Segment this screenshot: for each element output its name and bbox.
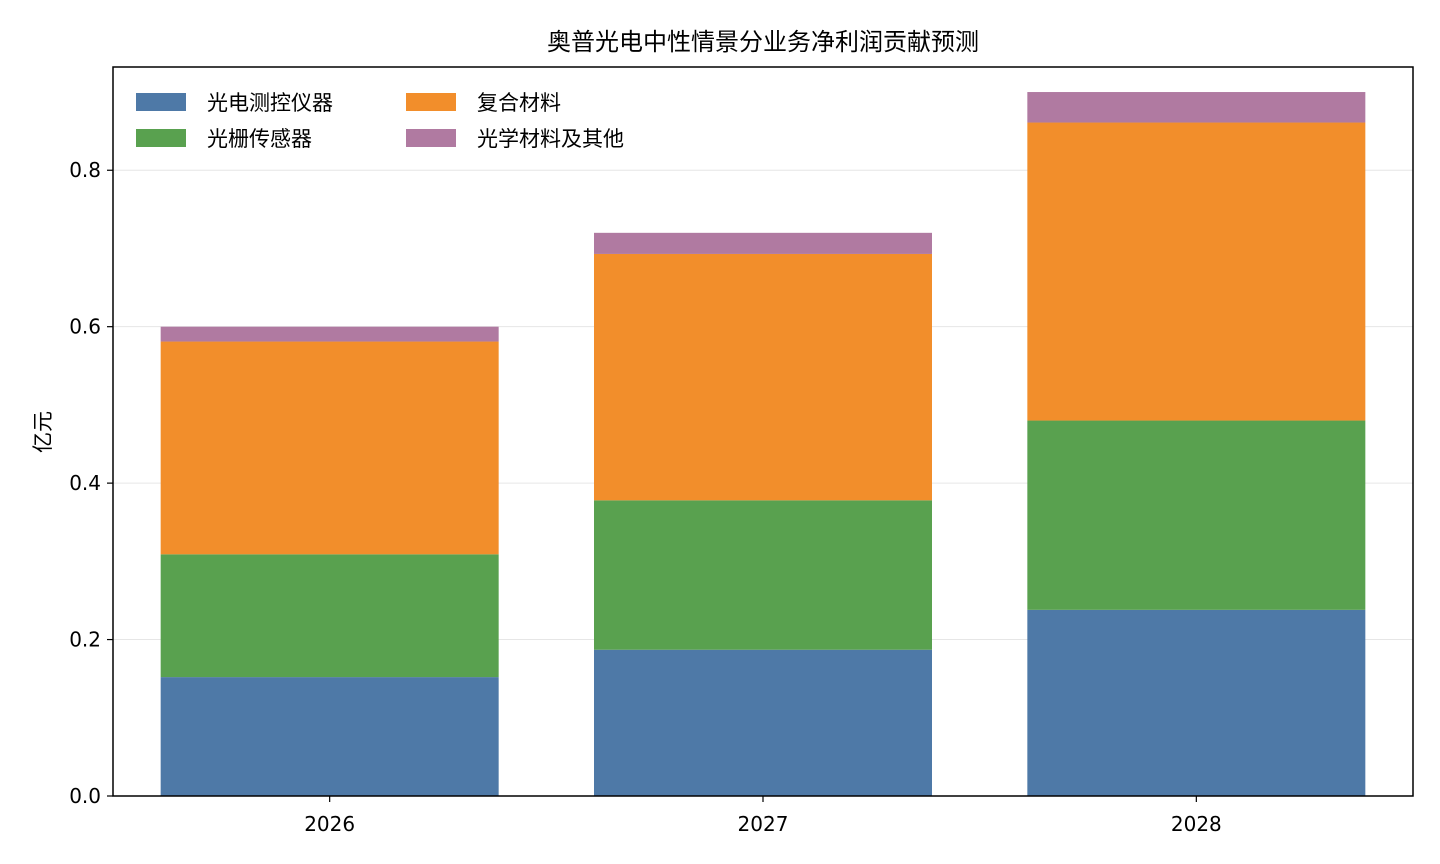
bar-segment [160,554,499,678]
bar-segment [1027,122,1366,421]
legend-label: 光栅传感器 [207,127,312,151]
bar-segment [160,341,499,555]
legend-swatch [136,93,186,111]
legend-swatch [406,93,456,111]
legend-swatch [136,129,186,147]
bar-segment [594,232,932,254]
y-tick-label: 0.2 [69,628,101,652]
x-axis-ticks: 2026 2027 2028 [304,796,1222,836]
y-axis-ticks: 0.0 0.2 0.4 0.6 0.8 [69,158,113,808]
y-tick-label: 0.4 [69,471,101,495]
legend-swatch [406,129,456,147]
y-tick-label: 0.0 [69,784,101,808]
x-tick-label: 2028 [1171,812,1222,836]
bar-segment [1027,609,1366,796]
y-tick-label: 0.8 [69,158,101,182]
bars [160,92,1366,796]
y-axis-label: 亿元 [31,411,55,453]
legend-label: 光电测控仪器 [207,91,333,115]
legend-label: 光学材料及其他 [477,127,624,151]
bar-segment [160,677,499,796]
bar-segment [594,253,932,501]
bar-segment [1027,420,1366,610]
y-tick-label: 0.6 [69,315,101,339]
x-tick-label: 2027 [738,812,789,836]
bar-segment [1027,92,1366,123]
bar-segment [160,326,499,342]
x-tick-label: 2026 [304,812,355,836]
legend-label: 复合材料 [477,91,561,115]
chart-title: 奥普光电中性情景分业务净利润贡献预测 [547,28,979,56]
bar-segment [594,649,932,796]
bar-segment [594,500,932,650]
